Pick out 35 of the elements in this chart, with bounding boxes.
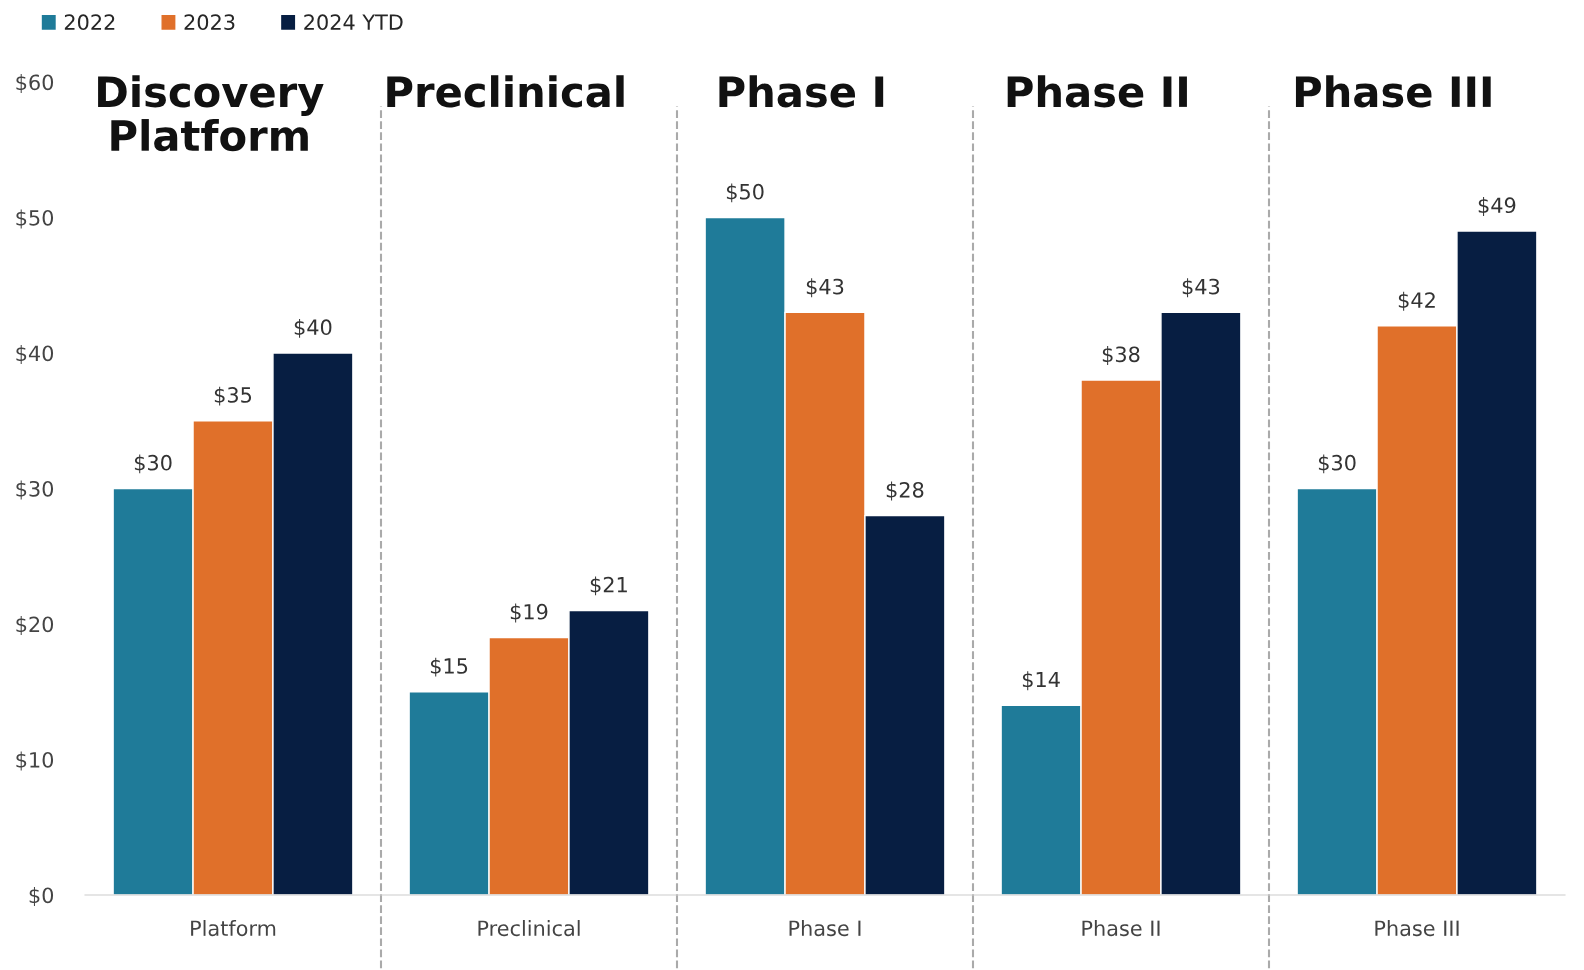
data-label: $30 [1318,454,1356,474]
x-tick-label: Preclinical [478,920,580,937]
data-label: $28 [886,481,924,501]
x-tick-label: Platform [191,920,276,937]
data-label: $30 [134,454,172,474]
annotation: Phase I [719,75,884,108]
data-label: $43 [806,278,844,298]
legend-label: 2023 [184,14,235,31]
data-label: $42 [1398,291,1435,311]
annotation: Phase III [1295,75,1491,108]
x-tick-label: Phase II [1082,920,1160,937]
y-tick-label: $50 [16,209,54,229]
data-label: $21 [590,576,627,596]
data-label: $35 [214,386,252,406]
data-label: $40 [294,318,332,338]
data-label: $38 [1102,346,1140,365]
data-label: $49 [1478,197,1516,216]
x-tick-label: Phase III [1375,920,1459,937]
y-tick-label: $20 [16,616,54,635]
y-tick-label: $10 [16,751,54,771]
annotation: Discovery Platform [98,75,324,152]
annotation: Phase II [1007,75,1187,108]
legend-label: 2024 YTD [304,14,403,31]
y-tick-label: $0 [29,887,54,906]
data-label: $43 [1182,278,1220,298]
y-tick-label: $60 [16,74,54,93]
legend-label: 2022 [64,14,115,31]
x-tick-label: Phase I [789,920,861,937]
y-tick-label: $30 [16,480,54,500]
data-label: $15 [430,657,468,677]
y-tick-label: $40 [16,345,54,364]
data-label: $19 [510,603,548,623]
annotation: Preclinical [387,75,624,108]
data-label: $50 [726,183,764,203]
data-label: $14 [1022,671,1060,691]
